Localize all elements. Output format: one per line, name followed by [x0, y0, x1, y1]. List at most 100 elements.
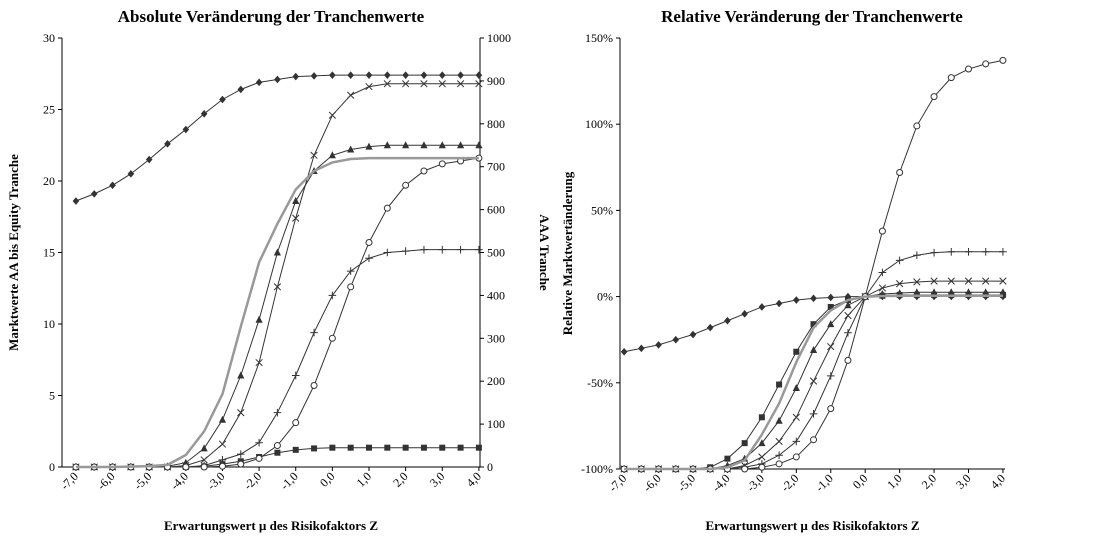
- y2-tick-label: 1000: [487, 31, 511, 45]
- marker: [365, 142, 373, 150]
- marker: [145, 155, 153, 164]
- marker: [758, 453, 766, 461]
- x-tick-label: -4,0: [168, 469, 191, 492]
- marker: [913, 278, 921, 286]
- marker: [456, 80, 465, 88]
- marker: [383, 204, 391, 212]
- marker: [200, 109, 208, 118]
- marker: [999, 56, 1007, 64]
- series: [72, 245, 483, 471]
- marker: [292, 197, 300, 205]
- marker: [200, 444, 208, 452]
- marker: [383, 80, 391, 88]
- marker: [706, 323, 714, 332]
- marker: [292, 72, 300, 81]
- marker: [475, 80, 483, 88]
- y2-axis-label: AAA Tranche: [537, 214, 552, 291]
- marker: [475, 245, 483, 254]
- marker: [947, 277, 955, 285]
- marker: [347, 283, 355, 291]
- marker: [775, 299, 783, 308]
- marker: [930, 93, 938, 101]
- marker: [420, 245, 428, 254]
- marker: [273, 248, 282, 256]
- marker: [672, 335, 680, 344]
- marker: [475, 141, 483, 149]
- marker: [365, 444, 372, 451]
- marker: [255, 454, 263, 462]
- x-tick-label: 1,0: [354, 469, 375, 490]
- marker: [775, 451, 783, 460]
- y-tick-label: 20: [43, 174, 55, 188]
- marker: [895, 280, 904, 288]
- marker: [827, 293, 835, 302]
- y2-tick-label: 100: [487, 417, 505, 431]
- marker: [401, 80, 410, 88]
- x-tick-label: -6,0: [640, 471, 663, 494]
- marker: [420, 141, 428, 149]
- y-tick-label: 0: [49, 460, 55, 474]
- x-tick-label: 0,0: [317, 469, 338, 490]
- marker: [255, 315, 263, 323]
- y2-tick-label: 700: [487, 160, 505, 174]
- marker: [365, 82, 373, 91]
- marker: [438, 141, 446, 149]
- marker: [292, 419, 300, 427]
- marker: [878, 227, 886, 235]
- marker: [758, 303, 766, 311]
- marker: [878, 268, 887, 277]
- marker: [758, 439, 766, 447]
- marker: [127, 170, 135, 178]
- marker: [237, 85, 245, 94]
- marker: [964, 65, 972, 73]
- marker: [328, 291, 337, 300]
- chart-title: Relative Veränderung der Tranchenwerte: [661, 7, 963, 26]
- marker: [809, 377, 818, 385]
- marker: [328, 334, 336, 342]
- marker: [237, 460, 245, 468]
- y2-tick-label: 900: [487, 74, 505, 88]
- series: [72, 141, 483, 470]
- marker: [930, 277, 938, 285]
- marker: [844, 292, 852, 301]
- marker: [328, 111, 337, 119]
- series-line: [75, 74, 479, 202]
- marker: [982, 60, 990, 68]
- marker: [438, 71, 446, 79]
- marker: [164, 140, 171, 148]
- marker: [844, 311, 852, 320]
- marker: [896, 289, 904, 297]
- marker: [724, 316, 731, 325]
- marker: [439, 444, 446, 451]
- marker: [310, 72, 318, 80]
- y-tick-label: 15: [43, 246, 55, 260]
- series-line: [75, 157, 479, 468]
- marker: [274, 75, 281, 84]
- x-tick-label: -4,0: [709, 471, 732, 494]
- x-tick-label: -1,0: [278, 469, 301, 492]
- marker: [982, 288, 990, 296]
- marker: [775, 460, 783, 468]
- x-axis-label: Erwartungswert µ des Risikofaktors Z: [164, 518, 378, 533]
- marker: [947, 74, 955, 82]
- series: [75, 156, 479, 469]
- y-axis-label: Marktwerte AA bis Equity Tranche: [6, 154, 21, 351]
- marker: [311, 445, 318, 452]
- x-tick-label: 3,0: [953, 471, 974, 492]
- marker: [109, 181, 116, 190]
- y2-tick-label: 0: [487, 460, 493, 474]
- marker: [827, 303, 834, 310]
- x-tick-label: 3,0: [427, 469, 448, 490]
- y2-tick-label: 400: [487, 288, 505, 302]
- marker: [826, 372, 835, 380]
- marker: [947, 288, 955, 296]
- x-axis-label: Erwartungswert µ des Risikofaktors Z: [705, 518, 919, 533]
- marker: [365, 254, 373, 263]
- marker: [255, 358, 263, 367]
- marker: [438, 80, 446, 88]
- series: [72, 71, 483, 205]
- x-tick-label: -2,0: [241, 469, 264, 492]
- marker: [475, 444, 482, 451]
- marker: [383, 248, 392, 257]
